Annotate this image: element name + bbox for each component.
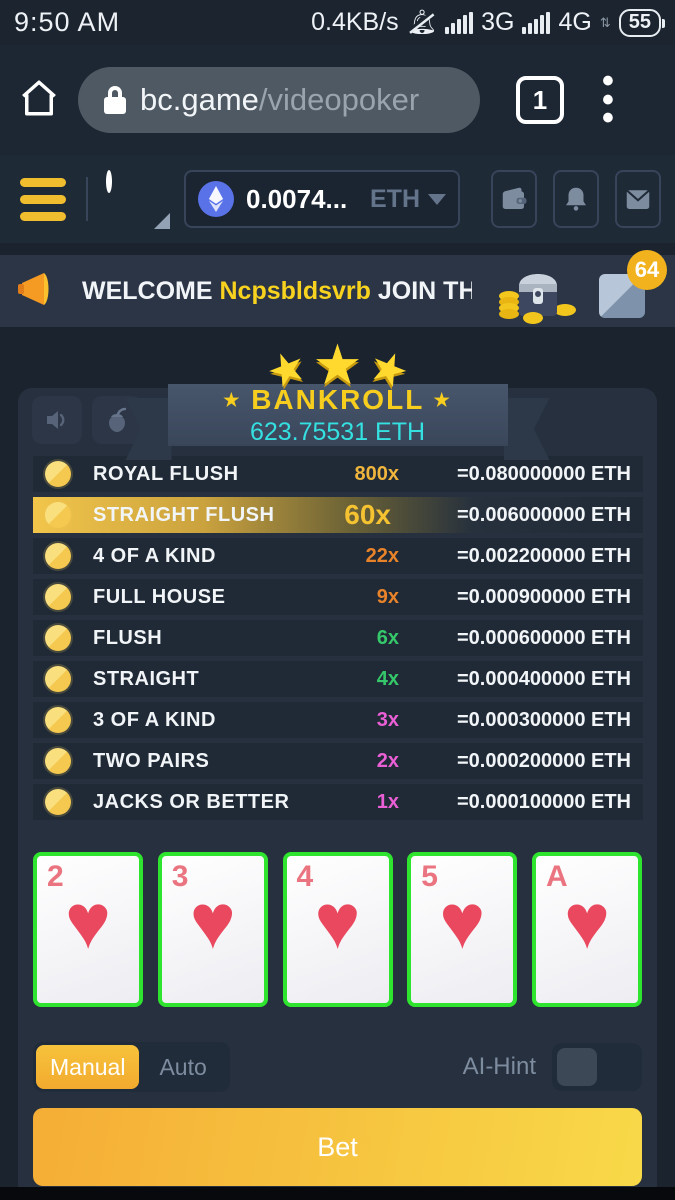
seed-button[interactable] [92, 396, 142, 444]
signal-bars-3g-icon [445, 11, 474, 34]
paytable-row: 3 OF A KIND 3x =0.000300000 ETH [33, 702, 643, 738]
tab-switcher-button[interactable]: 1 [516, 76, 564, 124]
ribbon-right-fold [503, 398, 550, 460]
coin-icon [45, 707, 71, 733]
balance-dropdown[interactable]: 0.0074... ETH [184, 170, 460, 228]
user-avatar[interactable] [106, 170, 170, 229]
wallet-button[interactable] [491, 170, 537, 228]
paytable-row: 4 OF A KIND 22x =0.002200000 ETH [33, 538, 643, 574]
chat-unread-badge: 64 [627, 250, 667, 290]
messages-button[interactable] [615, 170, 661, 228]
bankroll-title: ★ BANKROLL ★ [223, 383, 452, 415]
card-hand: 2 ♥ 3 ♥ 4 ♥ 5 ♥ A ♥ [33, 852, 642, 1007]
coin-icon [45, 543, 71, 569]
paytable-row-highlighted: STRAIGHT FLUSH 60x =0.006000000 ETH [33, 497, 643, 533]
mail-icon [626, 190, 650, 209]
network-4g-label: 4G [558, 8, 592, 36]
coin-icon [45, 461, 71, 487]
toggle-knob [557, 1048, 597, 1086]
mode-toggle: Manual Auto [33, 1042, 230, 1092]
paytable-row: TWO PAIRS 2x =0.000200000 ETH [33, 743, 643, 779]
speaker-icon [47, 411, 65, 429]
coin-icon [45, 748, 71, 774]
heart-icon: ♥ [563, 877, 611, 965]
divider [86, 177, 88, 221]
videopoker-game-panel: ★★★ ★ BANKROLL ★ 623.75531 ETH ROYAL FLU… [18, 333, 657, 1200]
playing-card[interactable]: A ♥ [532, 852, 642, 1007]
heart-icon: ♥ [64, 877, 112, 965]
treasure-chest-icon[interactable] [493, 258, 581, 324]
data-arrows-icon: ⇅ [599, 14, 611, 30]
network-speed: 0.4KB/s [311, 8, 399, 36]
bet-controls: Manual Auto AI-Hint [33, 1042, 642, 1092]
currency-selector[interactable]: ETH [370, 185, 446, 214]
paytable-row: JACKS OR BETTER 1x =0.000100000 ETH [33, 784, 643, 820]
address-bar[interactable]: bc.game/videopoker [78, 67, 480, 133]
auto-tab[interactable]: Auto [159, 1053, 207, 1080]
tab-count: 1 [532, 84, 548, 115]
megaphone-icon [16, 269, 60, 314]
chevron-down-icon [428, 193, 446, 205]
coin-icon [45, 625, 71, 651]
paytable-row: STRAIGHT 4x =0.000400000 ETH [33, 661, 643, 697]
coin-icon [45, 584, 71, 610]
coin-icon [45, 502, 71, 528]
lock-icon [104, 86, 126, 114]
coin-icon [45, 789, 71, 815]
manual-tab[interactable]: Manual [36, 1045, 140, 1089]
bankroll-stars-icon: ★★★ [259, 333, 416, 400]
heart-icon: ♥ [189, 877, 236, 965]
notifications-button[interactable] [553, 170, 599, 228]
eth-coin-icon [198, 181, 234, 217]
battery-icon: 55 [618, 8, 666, 37]
balance-amount: 0.0074... [246, 183, 348, 214]
paytable-row: FULL HOUSE 9x =0.000900000 ETH [33, 579, 643, 615]
acorn-icon [109, 407, 127, 432]
paytable-row: FLUSH 6x =0.000600000 ETH [33, 620, 643, 656]
bankroll-amount: 623.75531 ETH [249, 417, 426, 446]
avatar-image [106, 170, 112, 193]
avatar-corner-icon [154, 213, 170, 229]
playing-card[interactable]: 4 ♥ [282, 852, 393, 1007]
ai-hint-label: AI-Hint [462, 1053, 536, 1080]
network-3g-label: 3G [481, 8, 515, 36]
battery-level: 55 [628, 11, 651, 33]
sound-button[interactable] [32, 396, 82, 444]
announcement-text: WELCOME Ncpsbldsvrb JOIN THE GA… [82, 276, 472, 305]
playing-card[interactable]: 3 ♥ [157, 852, 268, 1007]
browser-toolbar: bc.game/videopoker 1 • • • [0, 45, 675, 155]
signal-bars-4g-icon [522, 11, 551, 34]
playing-card[interactable]: 5 ♥ [407, 852, 518, 1007]
site-header: 0.0074... ETH [0, 155, 675, 243]
notifications-muted-icon: 🔔︎ [406, 9, 438, 36]
paytable: ROYAL FLUSH 800x =0.080000000 ETH STRAIG… [33, 456, 643, 825]
playing-card[interactable]: 2 ♥ [33, 852, 143, 1007]
chat-button[interactable]: 64 [599, 250, 667, 318]
announcement-banner[interactable]: WELCOME Ncpsbldsvrb JOIN THE GA… 64 [0, 250, 675, 327]
username: Ncpsbldsvrb [219, 276, 371, 305]
wallet-icon [502, 187, 527, 209]
bankroll-banner: ★ BANKROLL ★ 623.75531 ETH [167, 383, 508, 446]
bottom-nav-strip [0, 1187, 675, 1200]
ai-hint-toggle[interactable] [552, 1043, 642, 1091]
bet-button[interactable]: Bet [33, 1108, 642, 1186]
clock: 9:50 AM [14, 7, 121, 37]
heart-icon: ♥ [439, 877, 486, 965]
status-bar: 9:50 AM 0.4KB/s 🔔︎ 3G 4G ⇅ 55 [0, 0, 675, 45]
browser-menu-button[interactable]: • • • [602, 61, 614, 138]
home-button[interactable] [18, 77, 60, 124]
bell-icon [566, 187, 586, 211]
heart-icon: ♥ [314, 877, 361, 965]
menu-hamburger-button[interactable] [20, 177, 66, 221]
url-text: bc.game/videopoker [140, 82, 420, 117]
coin-icon [45, 666, 71, 692]
paytable-row: ROYAL FLUSH 800x =0.080000000 ETH [33, 456, 643, 492]
